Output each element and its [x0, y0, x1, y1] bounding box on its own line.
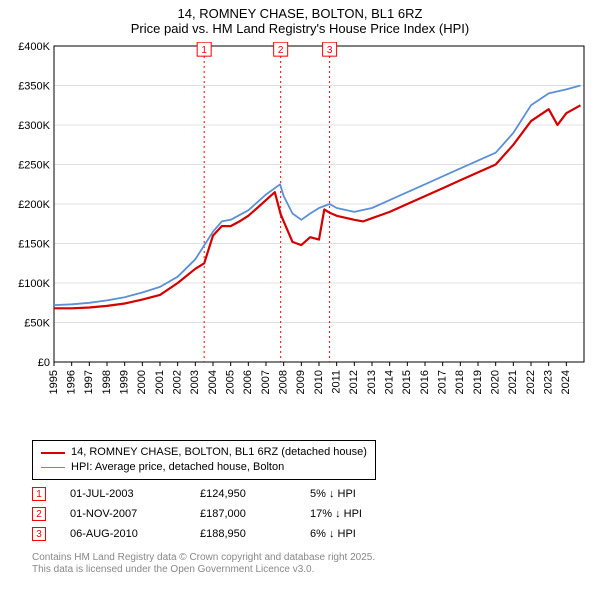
event-row: 3 06-AUG-2010 £188,950 6% ↓ HPI	[32, 524, 410, 544]
svg-text:1996: 1996	[66, 370, 78, 394]
legend-swatch-price-paid	[41, 452, 65, 454]
event-date: 01-NOV-2007	[70, 508, 200, 520]
legend-item-hpi: HPI: Average price, detached house, Bolt…	[41, 460, 367, 475]
page: 14, ROMNEY CHASE, BOLTON, BL1 6RZ Price …	[0, 0, 600, 590]
footer: Contains HM Land Registry data © Crown c…	[32, 552, 375, 576]
event-date: 06-AUG-2010	[70, 528, 200, 540]
chart: £0 £50K £100K £150K £200K £250K £300K £350K £400…	[10, 42, 590, 432]
svg-text:£200K: £200K	[18, 199, 50, 211]
svg-text:2011: 2011	[331, 370, 343, 394]
svg-text:1995: 1995	[48, 370, 60, 394]
event-marker-box: 3	[32, 527, 46, 541]
svg-text:2019: 2019	[472, 370, 484, 394]
svg-text:£150K: £150K	[18, 239, 50, 251]
event-price: £124,950	[200, 488, 310, 500]
svg-text:£400K: £400K	[18, 42, 50, 53]
svg-text:1998: 1998	[101, 370, 113, 394]
legend-label: HPI: Average price, detached house, Bolt…	[71, 460, 284, 475]
svg-text:2024: 2024	[560, 370, 572, 394]
svg-text:£50K: £50K	[24, 318, 50, 330]
svg-text:2009: 2009	[295, 370, 307, 394]
svg-text:£100K: £100K	[18, 278, 50, 290]
svg-text:2002: 2002	[172, 370, 184, 394]
title-line-2: Price paid vs. HM Land Registry's House …	[10, 21, 590, 36]
svg-text:£0: £0	[38, 357, 50, 369]
legend: 14, ROMNEY CHASE, BOLTON, BL1 6RZ (detac…	[32, 440, 376, 480]
event-row: 1 01-JUL-2003 £124,950 5% ↓ HPI	[32, 484, 410, 504]
event-marker-box: 2	[32, 507, 46, 521]
svg-text:3: 3	[327, 45, 333, 56]
svg-text:2008: 2008	[278, 370, 290, 394]
event-marker-box: 1	[32, 487, 46, 501]
svg-text:2015: 2015	[401, 370, 413, 394]
event-date: 01-JUL-2003	[70, 488, 200, 500]
svg-text:2020: 2020	[490, 370, 502, 394]
svg-text:1: 1	[201, 45, 207, 56]
svg-text:2018: 2018	[454, 370, 466, 394]
svg-text:£350K: £350K	[18, 81, 50, 93]
svg-text:2005: 2005	[225, 370, 237, 394]
svg-text:2006: 2006	[242, 370, 254, 394]
title-block: 14, ROMNEY CHASE, BOLTON, BL1 6RZ Price …	[0, 0, 600, 38]
legend-item-price-paid: 14, ROMNEY CHASE, BOLTON, BL1 6RZ (detac…	[41, 445, 367, 460]
svg-text:2007: 2007	[260, 370, 272, 394]
svg-text:2010: 2010	[313, 370, 325, 394]
event-delta: 6% ↓ HPI	[310, 528, 410, 540]
event-row: 2 01-NOV-2007 £187,000 17% ↓ HPI	[32, 504, 410, 524]
svg-text:2001: 2001	[154, 370, 166, 394]
svg-text:2004: 2004	[207, 370, 219, 394]
svg-text:2017: 2017	[437, 370, 449, 394]
svg-text:2003: 2003	[189, 370, 201, 394]
svg-text:2014: 2014	[384, 370, 396, 394]
event-delta: 5% ↓ HPI	[310, 488, 410, 500]
footer-line-1: Contains HM Land Registry data © Crown c…	[32, 552, 375, 564]
svg-text:2: 2	[278, 45, 284, 56]
legend-label: 14, ROMNEY CHASE, BOLTON, BL1 6RZ (detac…	[71, 445, 367, 460]
svg-text:£250K: £250K	[18, 160, 50, 172]
svg-text:2022: 2022	[525, 370, 537, 394]
svg-text:2012: 2012	[348, 370, 360, 394]
events-table: 1 01-JUL-2003 £124,950 5% ↓ HPI 2 01-NOV…	[32, 484, 410, 544]
chart-svg: £0 £50K £100K £150K £200K £250K £300K £350K £400…	[10, 42, 590, 432]
svg-text:£300K: £300K	[18, 120, 50, 132]
svg-text:1997: 1997	[83, 370, 95, 394]
event-price: £187,000	[200, 508, 310, 520]
svg-text:2016: 2016	[419, 370, 431, 394]
svg-text:2013: 2013	[366, 370, 378, 394]
legend-swatch-hpi	[41, 467, 65, 468]
svg-text:2023: 2023	[543, 370, 555, 394]
event-price: £188,950	[200, 528, 310, 540]
svg-text:1999: 1999	[119, 370, 131, 394]
footer-line-2: This data is licensed under the Open Gov…	[32, 564, 375, 576]
title-line-1: 14, ROMNEY CHASE, BOLTON, BL1 6RZ	[10, 6, 590, 21]
svg-text:2021: 2021	[507, 370, 519, 394]
event-delta: 17% ↓ HPI	[310, 508, 410, 520]
svg-text:2000: 2000	[136, 370, 148, 394]
